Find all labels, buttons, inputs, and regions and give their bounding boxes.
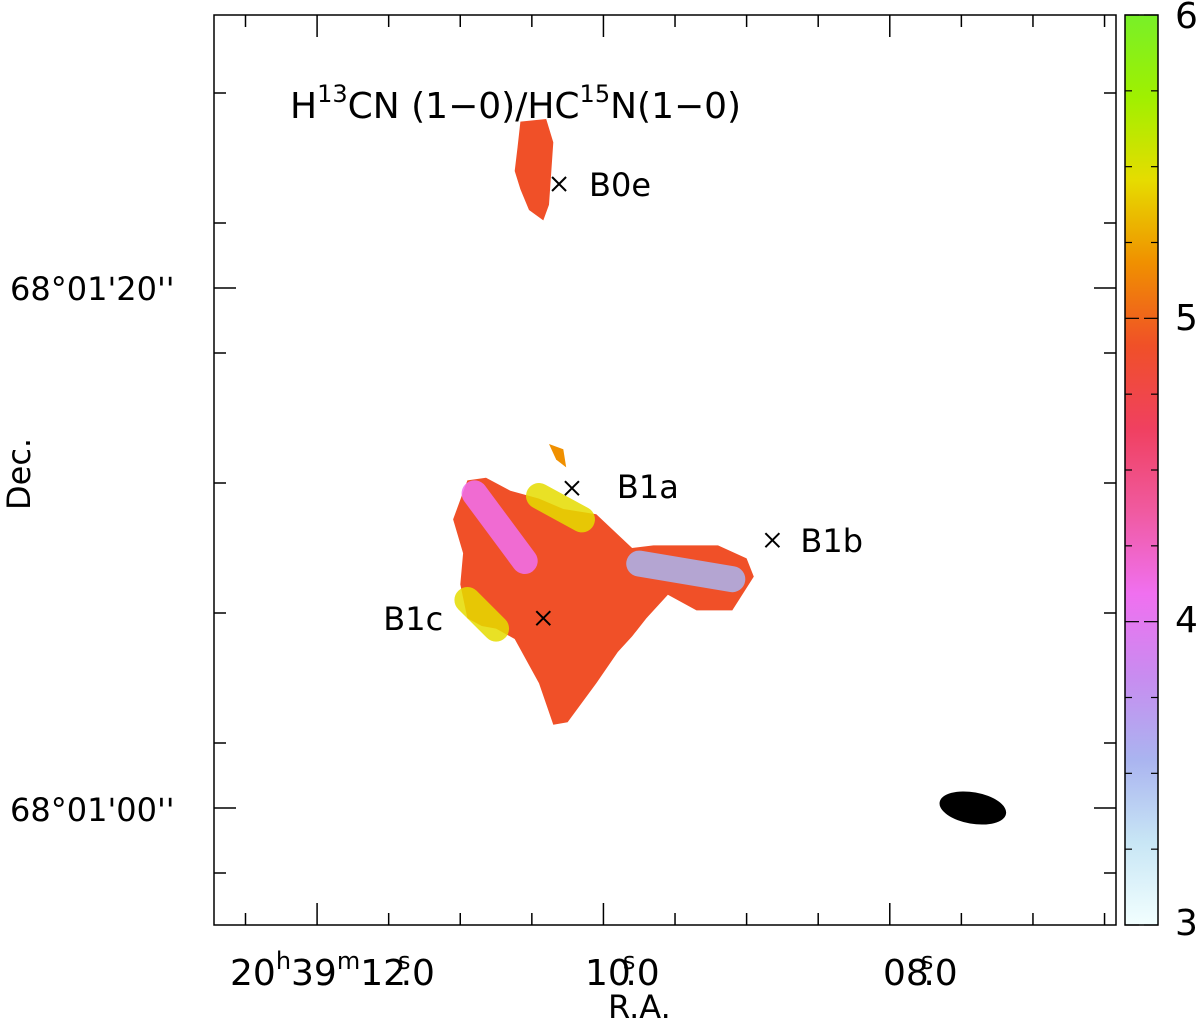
source-label: B0e [589, 166, 651, 204]
axis-ticks [214, 15, 1116, 925]
map-title: H13CN (1−0)/HC15N(1−0) [290, 80, 741, 127]
source-marker [764, 532, 781, 548]
source-label: B1b [800, 522, 863, 560]
region-core [454, 587, 510, 642]
source-marker [535, 610, 552, 626]
region-core [526, 483, 595, 533]
x-tick-label: 08s.0 [883, 947, 958, 994]
region-core [461, 480, 538, 574]
colorbar-ticks [1125, 14, 1158, 926]
colorbar-tick-label: 4 [1175, 600, 1198, 641]
region-core [626, 550, 746, 593]
colorbar-tick-label: 6 [1175, 0, 1198, 37]
y-axis-label: Dec. [0, 438, 38, 510]
source-markers: B0e B1a B1b B1c [383, 166, 863, 638]
source-label: B1a [617, 468, 679, 506]
source-marker [551, 176, 567, 192]
plot-frame [213, 14, 1117, 926]
beam-ellipse [939, 791, 1007, 825]
source-marker [564, 480, 580, 496]
beam-ellipse [939, 791, 1007, 825]
x-tick-label: 10s.0 [585, 947, 660, 994]
x-axis-label: R.A. [608, 988, 671, 1021]
colorbar-tick-label: 5 [1175, 298, 1198, 339]
colorbar-tick-label: 3 [1175, 903, 1198, 944]
emission-regions [453, 119, 754, 725]
region-B0e [514, 119, 554, 221]
region-B1-main [453, 477, 754, 725]
y-tick-label: 68°01'00'' [10, 791, 175, 829]
source-label: B1c [383, 600, 443, 638]
region-B1a-spur [549, 444, 567, 468]
x-tick-label: 20h39m12s.0 [230, 947, 435, 994]
y-tick-label: 68°01'20'' [10, 270, 175, 308]
